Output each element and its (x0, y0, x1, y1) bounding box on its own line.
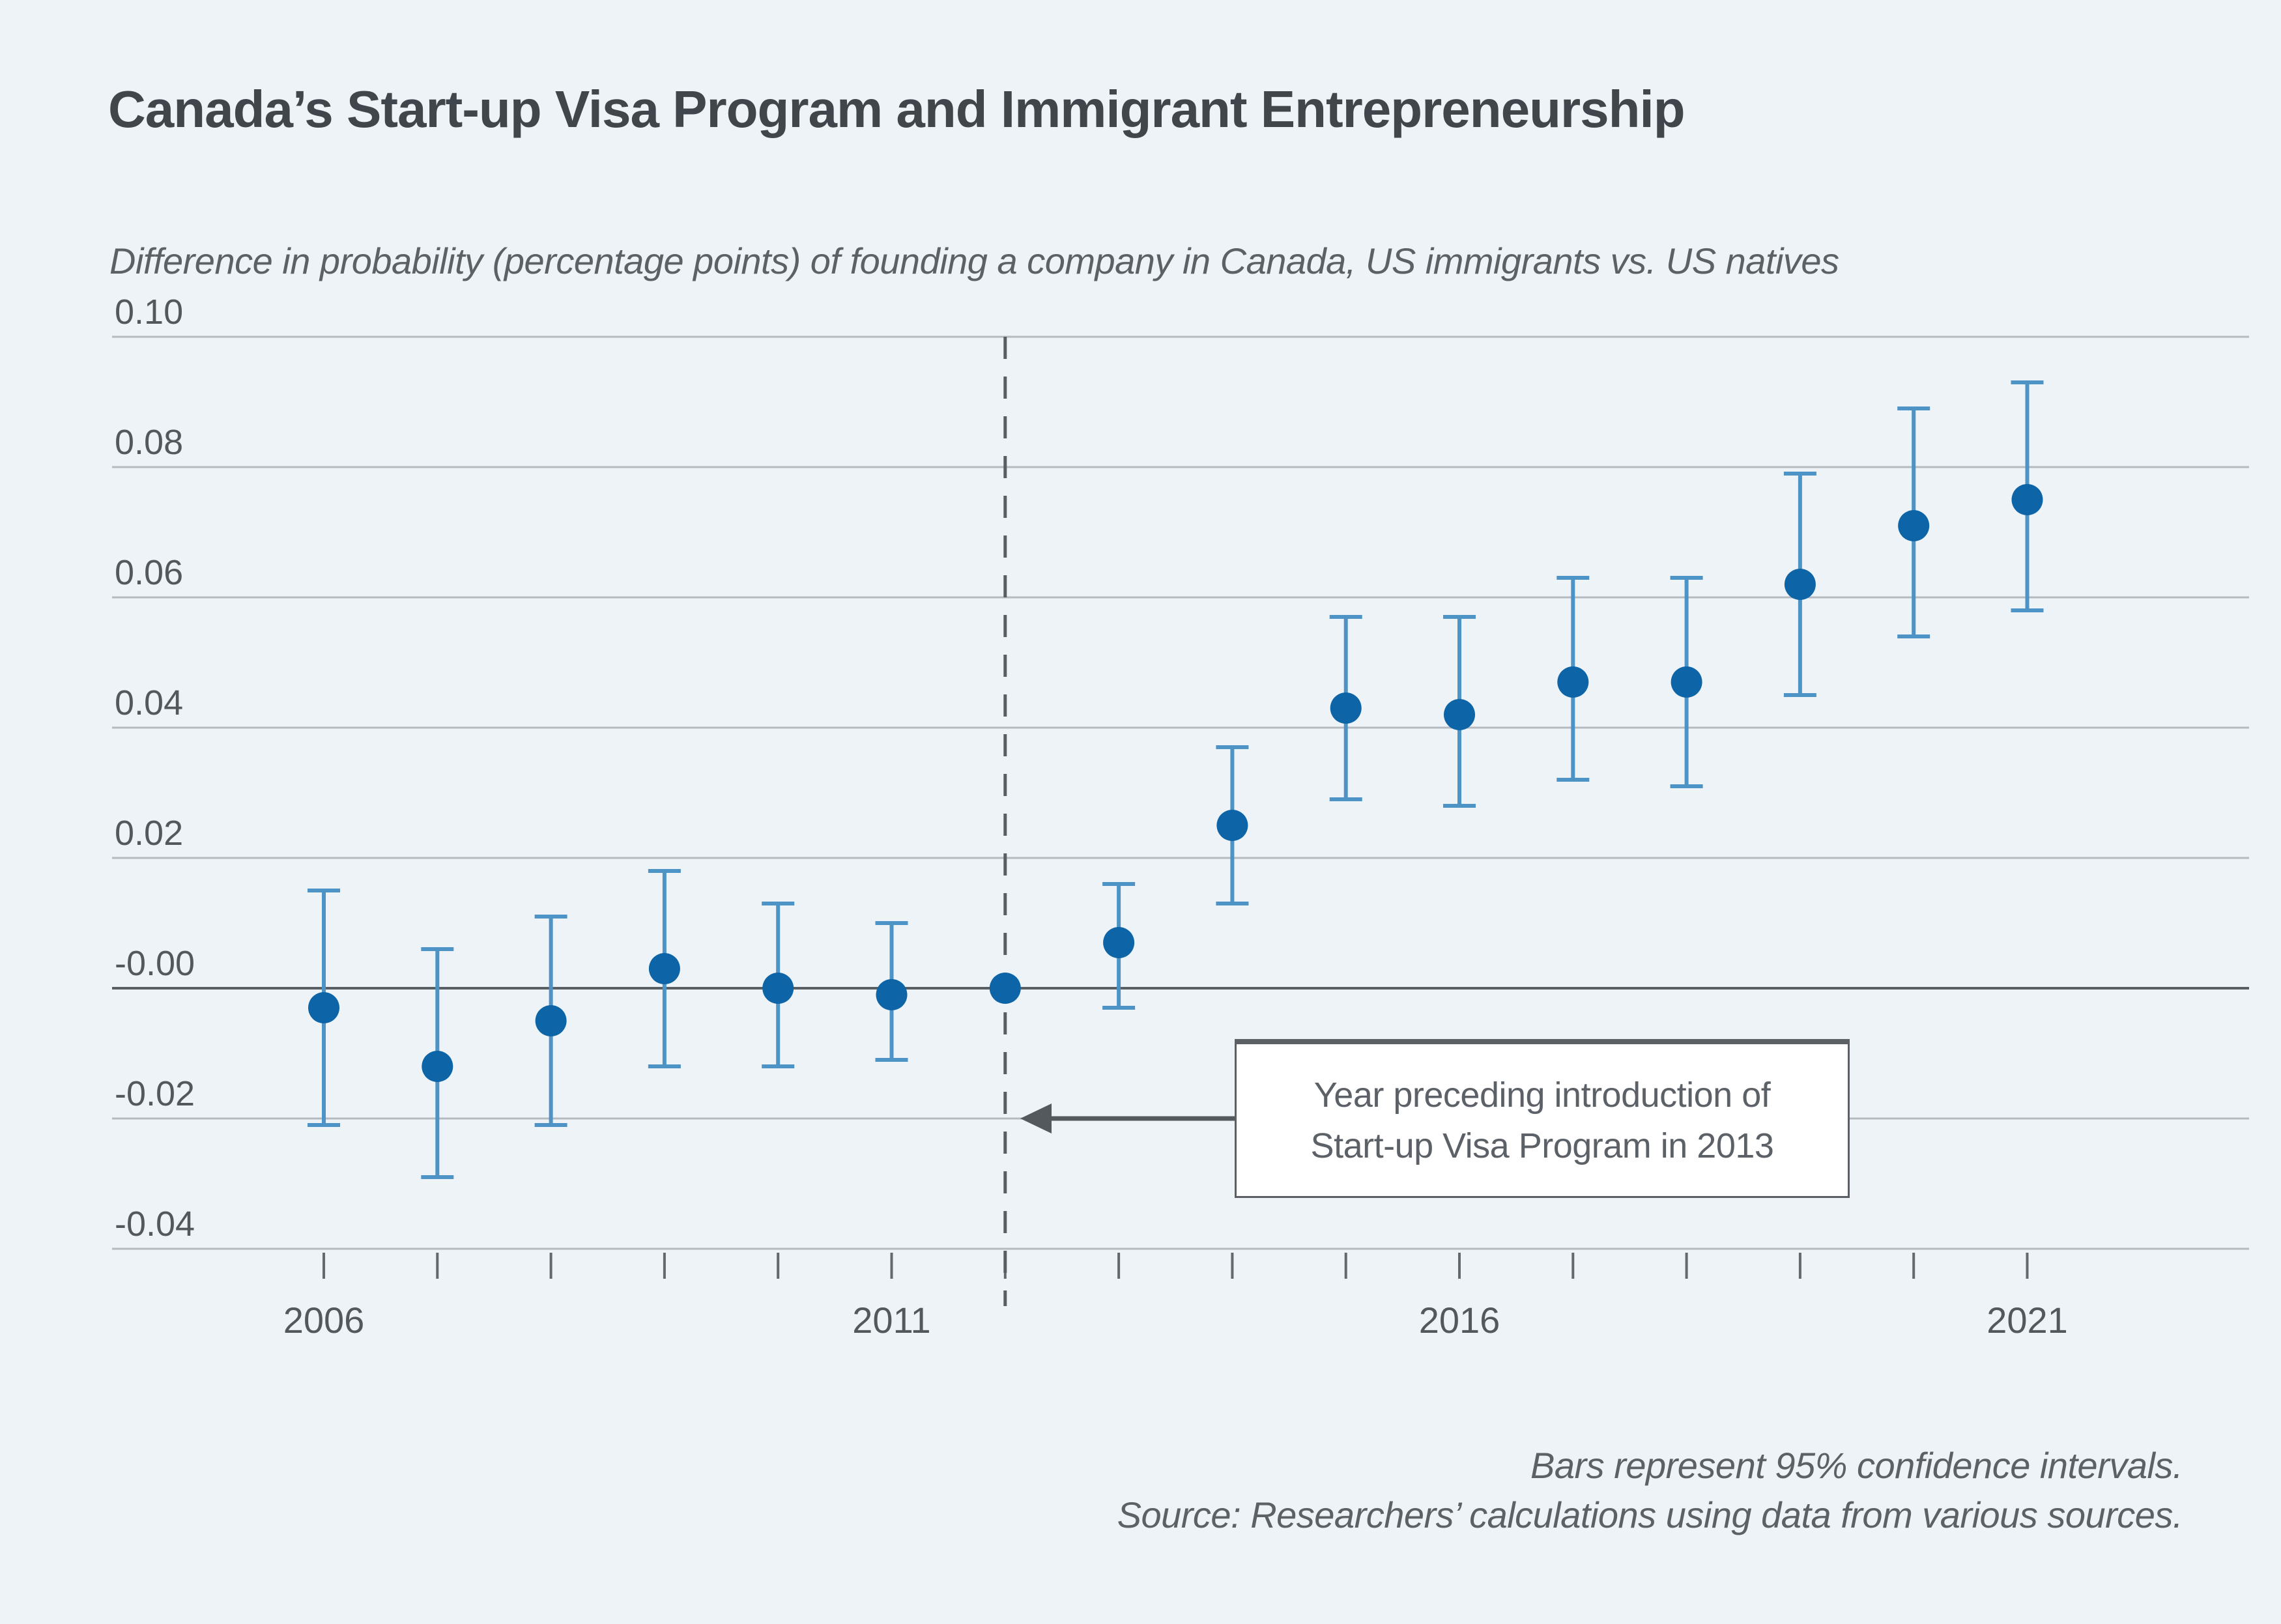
data-point (1216, 810, 1248, 841)
data-point (1444, 699, 1475, 730)
x-axis-label: 2011 (852, 1300, 930, 1341)
annotation-arrow-head (1020, 1104, 1052, 1133)
data-point (308, 992, 339, 1023)
y-axis-label: -0.02 (115, 1074, 195, 1113)
y-axis-label: 0.02 (115, 814, 183, 853)
annotation-callout: Year preceding introduction of Start-up … (1235, 1039, 1850, 1198)
y-axis-label: -0.00 (115, 944, 195, 983)
data-point (1557, 666, 1589, 698)
data-point (648, 953, 680, 984)
data-point (989, 973, 1021, 1004)
data-point (762, 973, 794, 1004)
data-point (2011, 484, 2043, 515)
y-axis-label: 0.10 (115, 292, 183, 332)
footnote-source: Source: Researchers’ calculations using … (1117, 1494, 2183, 1535)
y-axis-label: -0.04 (115, 1204, 195, 1244)
x-axis-label: 2021 (1987, 1300, 2068, 1341)
y-axis-label: 0.06 (115, 553, 183, 592)
data-point (1784, 569, 1816, 600)
x-axis-label: 2016 (1419, 1300, 1500, 1341)
footnote-ci: Bars represent 95% confidence intervals. (1530, 1445, 2183, 1486)
data-point (1330, 692, 1362, 724)
page-title: Canada’s Start-up Visa Program and Immig… (108, 80, 1686, 138)
data-point (535, 1005, 567, 1036)
x-axis-label: 2006 (283, 1300, 365, 1341)
annotation-line-1: Year preceding introduction of (1313, 1075, 1771, 1115)
data-point (1671, 666, 1702, 698)
y-axis-label: 0.08 (115, 423, 183, 462)
y-axis-label: 0.04 (115, 683, 183, 722)
data-point (876, 979, 908, 1010)
data-point (1103, 927, 1135, 958)
data-point (422, 1051, 453, 1082)
annotation-line-2: Start-up Visa Program in 2013 (1310, 1126, 1774, 1165)
footnotes: Bars represent 95% confidence intervals.… (749, 1441, 2183, 1540)
y-axis-description: Difference in probability (percentage po… (109, 240, 1839, 281)
data-point (1898, 510, 1930, 541)
